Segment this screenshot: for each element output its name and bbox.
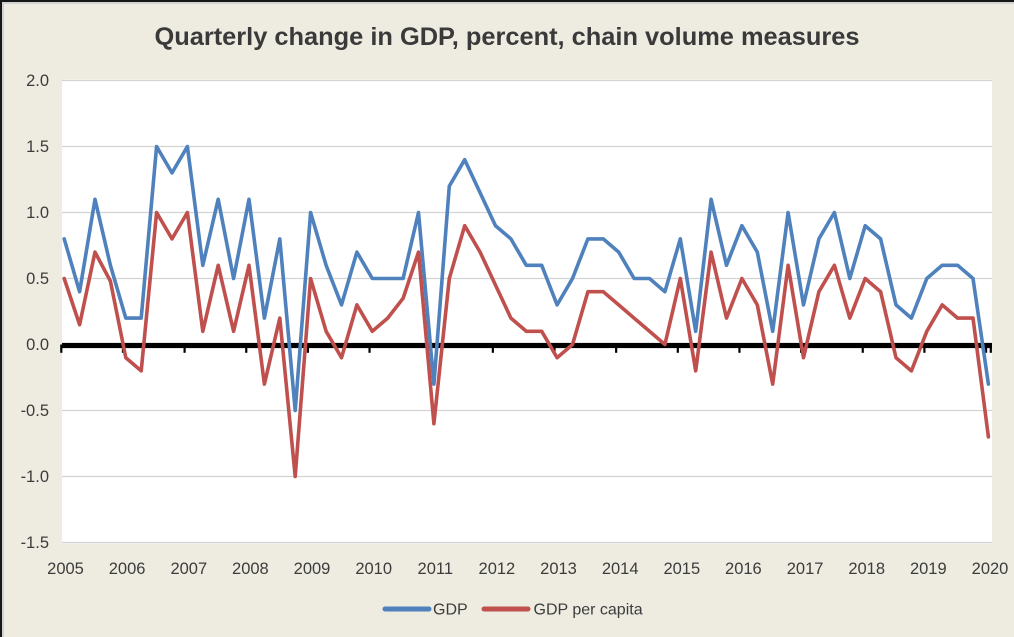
svg-text:2.0: 2.0 [26, 72, 49, 90]
svg-text:2019: 2019 [910, 560, 947, 578]
svg-text:-0.5: -0.5 [21, 402, 49, 420]
svg-text:Quarterly change in GDP, perce: Quarterly change in GDP, percent, chain … [154, 23, 859, 51]
svg-text:0.0: 0.0 [26, 336, 49, 354]
svg-text:2017: 2017 [787, 560, 824, 578]
svg-text:2010: 2010 [355, 560, 392, 578]
svg-text:2011: 2011 [418, 560, 453, 578]
svg-text:2006: 2006 [109, 560, 146, 578]
svg-text:2018: 2018 [848, 560, 885, 578]
svg-text:-1.0: -1.0 [21, 468, 49, 486]
svg-text:2014: 2014 [602, 560, 639, 578]
svg-text:2008: 2008 [232, 560, 269, 578]
svg-text:GDP per capita: GDP per capita [534, 602, 643, 619]
svg-text:-1.5: -1.5 [21, 534, 49, 552]
svg-text:2005: 2005 [47, 560, 84, 578]
svg-text:1.0: 1.0 [26, 204, 49, 222]
svg-text:0.5: 0.5 [26, 270, 49, 288]
svg-text:2016: 2016 [725, 560, 762, 578]
svg-text:2009: 2009 [294, 560, 331, 578]
svg-text:2015: 2015 [663, 560, 700, 578]
svg-text:2012: 2012 [479, 560, 516, 578]
svg-text:1.5: 1.5 [26, 138, 49, 156]
svg-text:GDP: GDP [433, 602, 468, 619]
svg-text:2007: 2007 [170, 560, 207, 578]
svg-text:2013: 2013 [540, 560, 577, 578]
svg-text:2020: 2020 [972, 560, 1009, 578]
